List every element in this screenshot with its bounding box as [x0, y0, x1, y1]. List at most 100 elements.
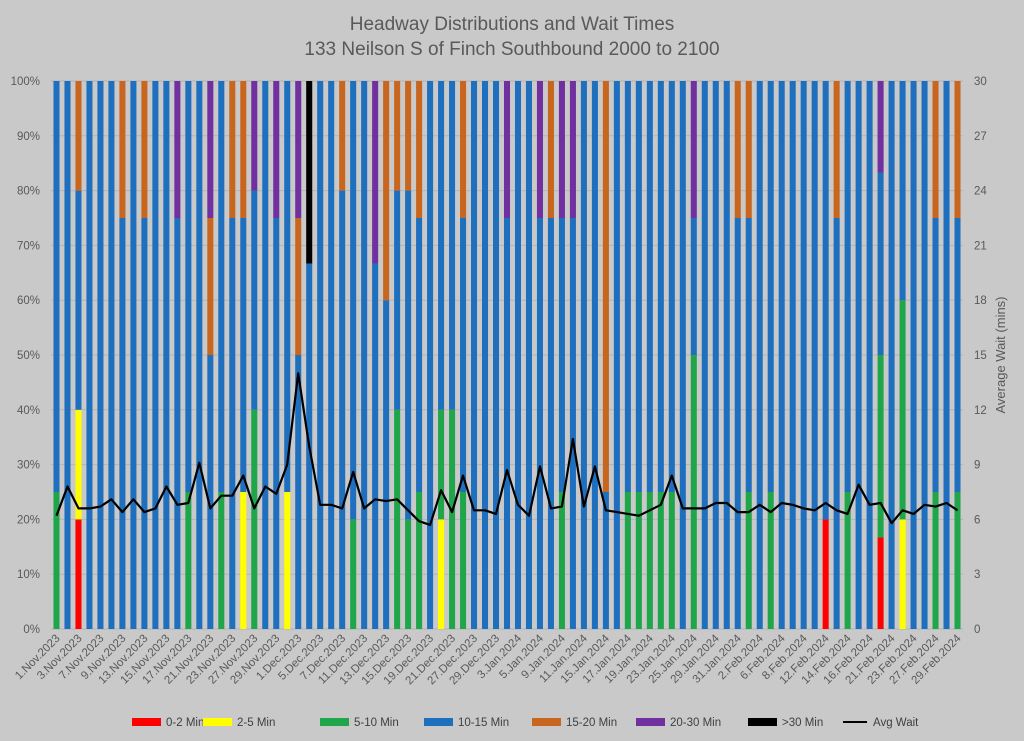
bar-segment	[734, 81, 741, 218]
bar-segment	[163, 81, 170, 629]
bar-segment	[635, 81, 642, 492]
bar-segment	[624, 492, 631, 629]
bar-segment	[53, 81, 60, 492]
bar-segment	[306, 81, 313, 264]
bar-segment	[207, 218, 214, 355]
legend-swatch	[532, 718, 561, 726]
bar-segment	[580, 81, 587, 629]
bar-segment	[910, 81, 917, 629]
legend-swatch	[203, 718, 232, 726]
bar-segment	[240, 492, 247, 629]
bar-segment	[569, 81, 576, 218]
bar-segment	[921, 81, 928, 629]
bar-segment	[833, 81, 840, 218]
y-tick-label: 30%	[17, 460, 40, 472]
y2-tick-label: 30	[974, 76, 987, 88]
bar-segment	[75, 190, 82, 410]
bar-segment	[317, 81, 324, 629]
bar-segment	[229, 218, 236, 629]
bar-segment	[251, 190, 258, 410]
legend-label: >30 Min	[782, 717, 823, 729]
bar-segment	[460, 218, 467, 492]
y-tick-label: 0%	[23, 624, 40, 636]
bar-segment	[723, 81, 730, 629]
chart-title: Headway Distributions and Wait Times	[350, 14, 675, 35]
legend-swatch	[132, 718, 161, 726]
bar-segment	[635, 492, 642, 629]
bar-segment	[679, 81, 686, 629]
y-tick-label: 10%	[17, 569, 40, 581]
legend-swatch	[320, 718, 349, 726]
bar-segment	[503, 81, 511, 218]
bar-segment	[800, 81, 807, 629]
y2-tick-label: 0	[974, 624, 980, 636]
y-tick-label: 50%	[17, 350, 40, 362]
bar-segment	[536, 81, 543, 218]
bar-segment	[284, 492, 291, 629]
bar-segment	[295, 81, 302, 218]
bar-segment	[339, 81, 346, 191]
bar-segment	[339, 190, 346, 629]
legend-swatch	[748, 718, 777, 726]
bar-segment	[394, 409, 401, 629]
bar-segment	[394, 81, 401, 191]
legend-label: 15-20 Min	[566, 717, 617, 729]
bar-segment	[690, 218, 697, 355]
bar-segment	[514, 81, 522, 629]
y2-tick-label: 6	[974, 514, 980, 526]
bar-segment	[284, 81, 291, 492]
bar-segment	[196, 81, 203, 629]
y2-tick-label: 12	[974, 405, 987, 417]
bar-segment	[811, 81, 818, 629]
bar-segment	[273, 81, 280, 218]
bar-segment	[185, 81, 192, 492]
bar-segment	[350, 81, 357, 520]
y-tick-label: 20%	[17, 514, 40, 526]
bar-segment	[877, 355, 884, 538]
bar-segment	[602, 492, 609, 629]
y2-tick-label: 9	[974, 460, 980, 472]
bar-segment	[449, 409, 456, 629]
bar-segment	[229, 81, 236, 218]
bar-segment	[899, 81, 906, 301]
legend-swatch	[424, 718, 453, 726]
bar-segment	[218, 81, 225, 492]
legend-swatch	[636, 718, 665, 726]
y2-tick-label: 3	[974, 569, 980, 581]
bar-segment	[492, 81, 500, 629]
y2-tick-label: 24	[974, 186, 987, 198]
x-axis: 1.Nov.20233.Nov.20237.Nov.20239.Nov.2023…	[13, 632, 964, 687]
bar-segment	[646, 81, 653, 492]
bars	[53, 81, 961, 629]
bar-segment	[646, 492, 653, 629]
bar-segment	[877, 537, 884, 629]
bar-segment	[954, 218, 961, 492]
bar-segment	[141, 218, 148, 629]
bar-segment	[734, 218, 741, 629]
bar-segment	[756, 81, 763, 629]
bar-segment	[745, 81, 752, 218]
bar-segment	[152, 81, 159, 629]
bar-segment	[251, 81, 258, 191]
bar-segment	[273, 218, 280, 629]
bar-segment	[482, 81, 489, 629]
left-axis: 0% 10% 20% 30% 40% 50% 60% 70% 80% 90% 100%	[11, 76, 40, 636]
bar-segment	[844, 492, 851, 629]
legend: 0-2 Min 2-5 Min 5-10 Min 10-15 Min 15-20 Min…	[132, 717, 919, 729]
y-tick-label: 70%	[17, 240, 40, 252]
bar-segment	[75, 409, 82, 520]
bar-segment	[844, 81, 851, 492]
bar-segment	[240, 218, 247, 492]
chart-subtitle: 133 Neilson S of Finch Southbound 2000 t…	[304, 39, 719, 60]
bar-segment	[218, 492, 225, 629]
bar-segment	[690, 355, 697, 629]
bar-segment	[877, 172, 884, 355]
bar-segment	[119, 218, 126, 629]
bar-segment	[503, 218, 511, 629]
bar-segment	[405, 519, 412, 629]
legend-label: 2-5 Min	[237, 717, 275, 729]
bar-segment	[899, 300, 906, 520]
bar-segment	[174, 81, 181, 218]
y2-tick-label: 27	[974, 131, 987, 143]
y-tick-label: 40%	[17, 405, 40, 417]
